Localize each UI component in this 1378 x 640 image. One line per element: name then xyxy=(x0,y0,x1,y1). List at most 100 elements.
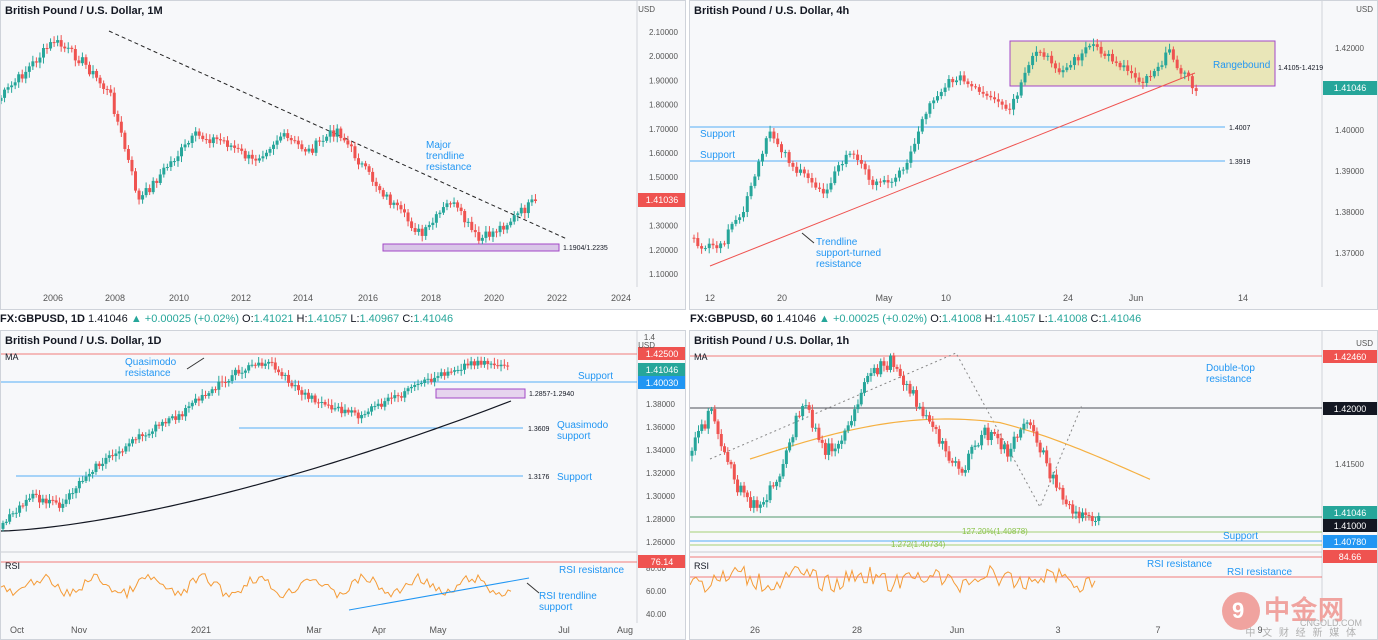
chart-panel-daily: 1.38000 1.36000 1.34000 1.32000 1.30000 1.280… xyxy=(0,330,686,640)
candle-body xyxy=(279,136,283,141)
x-tick-label: 26 xyxy=(750,625,760,635)
candle-body xyxy=(147,433,151,436)
candle-body xyxy=(802,169,806,174)
x-tick-label: 2021 xyxy=(191,625,211,635)
candle-body xyxy=(1041,450,1045,453)
candle-body xyxy=(63,46,67,49)
candle-body xyxy=(321,140,325,142)
candle-body xyxy=(335,128,339,137)
candle-body xyxy=(476,360,480,366)
candle-body xyxy=(823,442,827,455)
candle-body xyxy=(71,493,75,495)
daily-high: 1.41057 xyxy=(307,313,348,325)
candle-body xyxy=(70,47,74,50)
daily-rsi-label: RSI xyxy=(5,561,20,571)
candle-body xyxy=(846,425,850,431)
candle-body xyxy=(314,140,318,153)
candle-body xyxy=(466,221,470,223)
candle-body xyxy=(240,372,244,374)
daily-rsi-badge xyxy=(638,555,685,568)
rangebound-value: 1.4105-1.4219 xyxy=(1278,65,1323,72)
y-tick-label: 1.38000 xyxy=(646,400,675,409)
x-tick-label: 9 xyxy=(1257,625,1262,635)
support-label: Support xyxy=(1223,531,1258,542)
candle-body xyxy=(962,75,966,82)
candle-body xyxy=(264,152,268,157)
daily-rsi-value: 76.14 xyxy=(651,557,674,567)
y-tick-label: 2.10000 xyxy=(649,28,678,37)
candle-body xyxy=(729,461,733,465)
candle-body xyxy=(794,415,798,438)
candle-body xyxy=(243,370,247,373)
candle-body xyxy=(392,202,396,205)
candle-body xyxy=(905,383,909,385)
candle-body xyxy=(165,167,169,169)
candle-body xyxy=(320,401,324,403)
x-tick-label: Jun xyxy=(1129,293,1144,303)
candle-body xyxy=(1084,47,1088,54)
candle-body xyxy=(947,79,951,88)
x-tick-label: 12 xyxy=(705,293,715,303)
candle-body xyxy=(713,409,717,422)
candle-body xyxy=(1093,520,1097,522)
candle-body xyxy=(102,83,106,89)
h4-x-axis: 12 20 May 10 24 Jun 14 xyxy=(705,293,1248,303)
candle-body xyxy=(484,231,488,238)
candle-body xyxy=(1122,65,1126,68)
h1-rsi-badge xyxy=(1323,550,1377,563)
support-label-top: Support xyxy=(578,371,613,382)
candle-body xyxy=(194,398,198,403)
candle-body xyxy=(1,97,3,101)
candle-body xyxy=(87,64,91,75)
candle-body xyxy=(771,485,775,487)
candle-body xyxy=(3,89,7,98)
rsi-resistance-label: RSI resistance xyxy=(559,565,624,576)
candle-body xyxy=(439,372,443,377)
candle-body xyxy=(752,500,756,508)
candle-body xyxy=(307,148,311,152)
candle-body xyxy=(170,416,174,419)
quasimodo-resistance-label-2: resistance xyxy=(125,368,171,379)
support-zone-box xyxy=(435,388,526,399)
candle-body xyxy=(817,427,821,440)
candle-body xyxy=(693,437,697,451)
rsi-resistance-label-1: RSI resistance xyxy=(1147,559,1212,570)
candle-body xyxy=(34,61,38,63)
candle-body xyxy=(67,493,71,500)
candle-body xyxy=(233,369,237,376)
candle-body xyxy=(498,225,502,233)
y-tick-label: 1.30000 xyxy=(649,222,678,231)
candle-body xyxy=(303,149,307,152)
rsi-line xyxy=(1,572,512,600)
candle-body xyxy=(17,74,21,83)
candle-body xyxy=(1032,425,1036,432)
candle-body xyxy=(1156,66,1160,72)
candle-body xyxy=(1071,504,1075,514)
candle-body xyxy=(1137,77,1141,82)
candle-body xyxy=(875,181,879,186)
candle-body xyxy=(1069,65,1073,68)
candle-body xyxy=(489,363,493,365)
candle-body xyxy=(247,154,251,159)
candle-body xyxy=(732,464,736,480)
candle-body xyxy=(154,424,158,432)
daily-badge-support xyxy=(638,376,685,389)
h1-ma-label: MA xyxy=(694,352,708,362)
candle-body xyxy=(275,140,279,145)
h1-badge-support xyxy=(1323,535,1377,548)
candle-body xyxy=(479,360,483,365)
candle-body xyxy=(885,365,889,370)
candle-body xyxy=(218,139,222,141)
candle-body xyxy=(985,93,989,96)
candle-body xyxy=(47,499,51,504)
candle-body xyxy=(306,392,310,399)
candle-body xyxy=(350,410,354,413)
h1-price-label-last: 1.41046 xyxy=(1334,508,1367,518)
candle-body xyxy=(169,161,173,168)
chart-panel-1h: 1.41500 26 28 Jun 3 7 9 MA RSI Double-top res… xyxy=(689,330,1378,640)
candle-body xyxy=(49,42,53,49)
cngold-watermark-logo: 9 中金网 CNGOLD.COM xyxy=(1222,588,1372,634)
candle-body xyxy=(399,396,403,398)
candle-body xyxy=(373,406,377,408)
candle-body xyxy=(456,202,460,208)
